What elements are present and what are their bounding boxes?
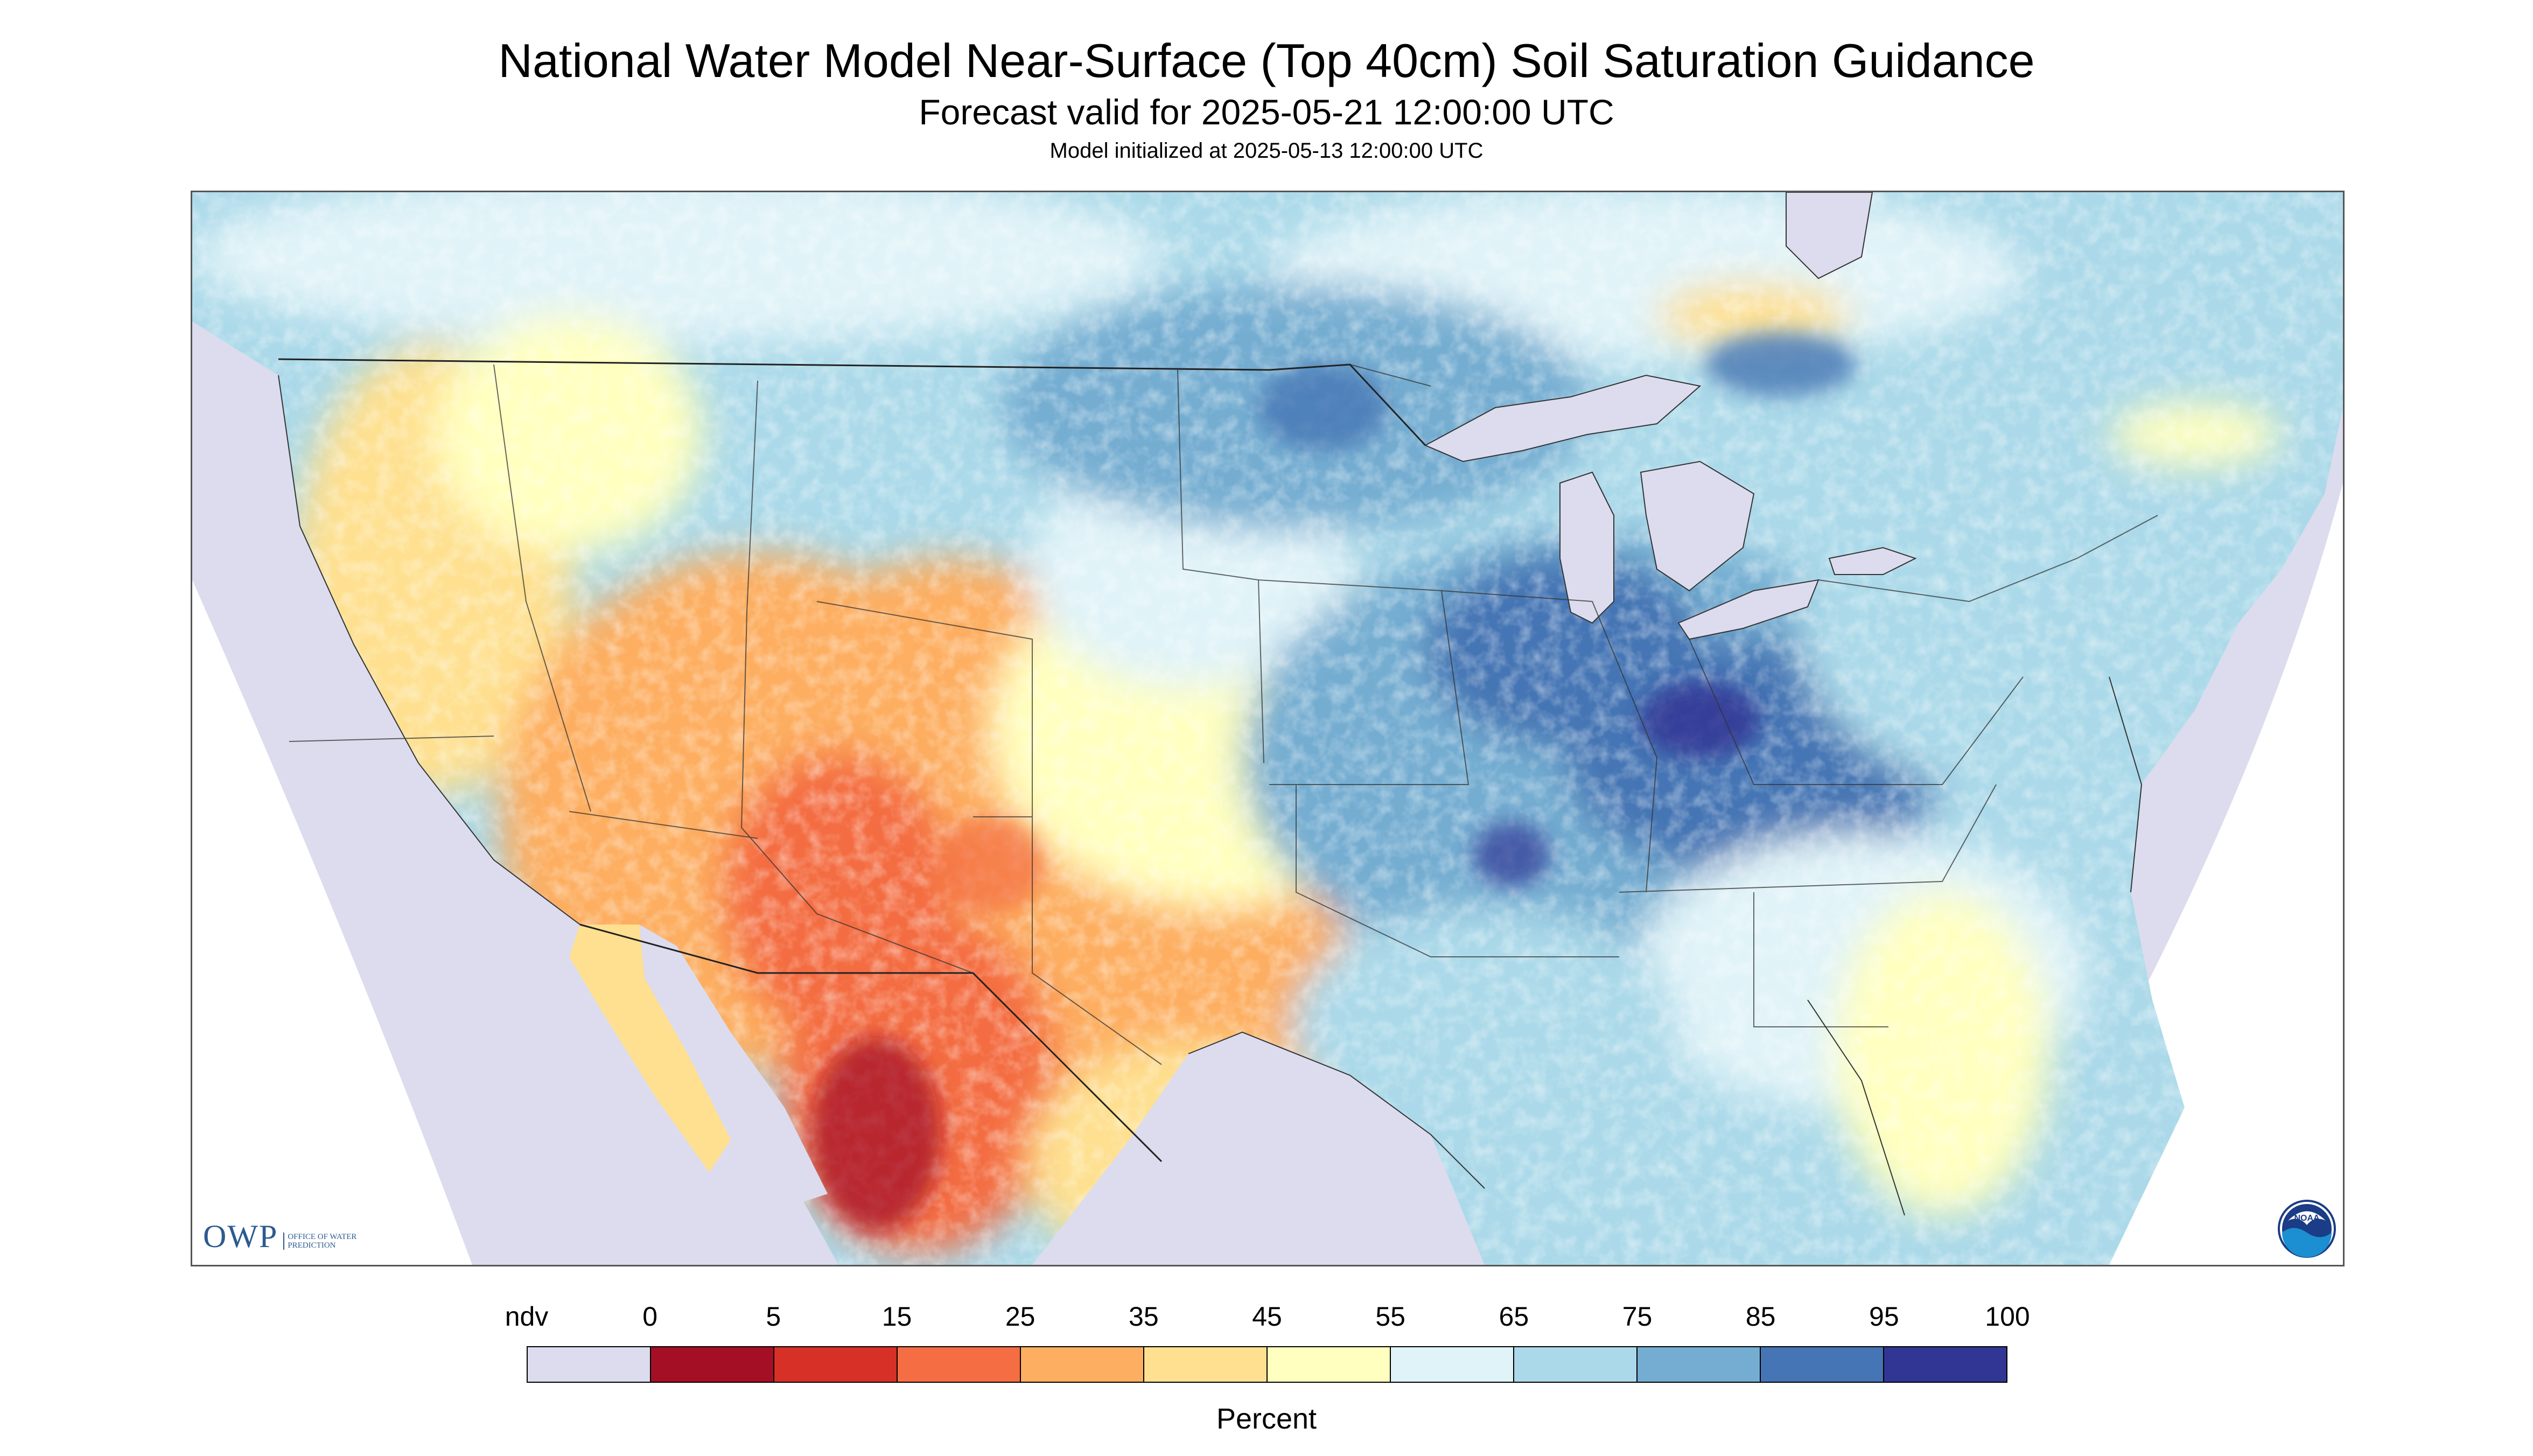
outside-projection-left bbox=[192, 580, 472, 1265]
lake-superior bbox=[1424, 374, 1702, 463]
legend-swatch-15-25 bbox=[897, 1346, 1021, 1383]
legend-tick: 0 bbox=[642, 1301, 658, 1332]
legend-swatch-25-35 bbox=[1020, 1346, 1144, 1383]
national-borders bbox=[278, 358, 1426, 1163]
color-legend bbox=[527, 1346, 2007, 1383]
legend-tick: 75 bbox=[1622, 1301, 1653, 1332]
legend-tick: 85 bbox=[1745, 1301, 1776, 1332]
legend-swatch-95-100 bbox=[1883, 1346, 2007, 1383]
legend-tick: 100 bbox=[1985, 1301, 2030, 1332]
legend-swatch-35-45 bbox=[1143, 1346, 1268, 1383]
legend-tick: 25 bbox=[1005, 1301, 1035, 1332]
noaa-logo-text: NOAA bbox=[2294, 1214, 2320, 1223]
legend-tick: ndv bbox=[505, 1301, 549, 1332]
legend-tick: 15 bbox=[881, 1301, 912, 1332]
forecast-valid-subtitle: Forecast valid for 2025-05-21 12:00:00 U… bbox=[919, 92, 1614, 132]
legend-swatch-85-95 bbox=[1760, 1346, 1884, 1383]
legend-swatch-5-15 bbox=[773, 1346, 898, 1383]
legend-tick: 55 bbox=[1375, 1301, 1405, 1332]
legend-swatch-45-55 bbox=[1266, 1346, 1391, 1383]
hudson-bay bbox=[1786, 192, 1873, 279]
baja-peninsula bbox=[569, 925, 731, 1172]
legend-swatch-ndv bbox=[527, 1346, 651, 1383]
legend-ticks: ndv 0 5 15 25 35 45 55 65 75 85 95 100 bbox=[505, 1301, 2030, 1333]
legend-swatch-75-85 bbox=[1636, 1346, 1761, 1383]
gulf-of-california bbox=[639, 925, 828, 1205]
legend-tick: 35 bbox=[1129, 1301, 1159, 1332]
legend-tick: 65 bbox=[1499, 1301, 1529, 1332]
coastline bbox=[278, 375, 2143, 1216]
owp-logo-subtitle: OFFICE OF WATER PREDICTION bbox=[283, 1233, 374, 1250]
legend-swatch-0-5 bbox=[650, 1346, 774, 1383]
great-lakes bbox=[1424, 374, 1917, 640]
legend-swatch-65-75 bbox=[1513, 1346, 1638, 1383]
legend-tick: 5 bbox=[766, 1301, 781, 1332]
legend-tick: 45 bbox=[1252, 1301, 1282, 1332]
lake-ontario bbox=[1828, 547, 1917, 575]
outside-projection-right bbox=[1991, 483, 2343, 1265]
model-initialized-note: Model initialized at 2025-05-13 12:00:00… bbox=[1049, 139, 1484, 163]
legend-unit-label: Percent bbox=[1216, 1403, 1317, 1435]
owp-logo-text: OWP bbox=[203, 1219, 278, 1254]
noaa-logo-icon: NOAA bbox=[2277, 1199, 2336, 1258]
legend-swatch-55-65 bbox=[1390, 1346, 1514, 1383]
map-title: National Water Model Near-Surface (Top 4… bbox=[498, 34, 2035, 87]
lake-huron bbox=[1640, 460, 1755, 592]
soil-saturation-map[interactable]: OWP OFFICE OF WATER PREDICTION NOAA bbox=[191, 191, 2345, 1266]
legend-tick: 95 bbox=[1869, 1301, 1899, 1332]
owp-logo: OWP OFFICE OF WATER PREDICTION bbox=[203, 1218, 374, 1255]
lake-michigan bbox=[1559, 471, 1614, 624]
